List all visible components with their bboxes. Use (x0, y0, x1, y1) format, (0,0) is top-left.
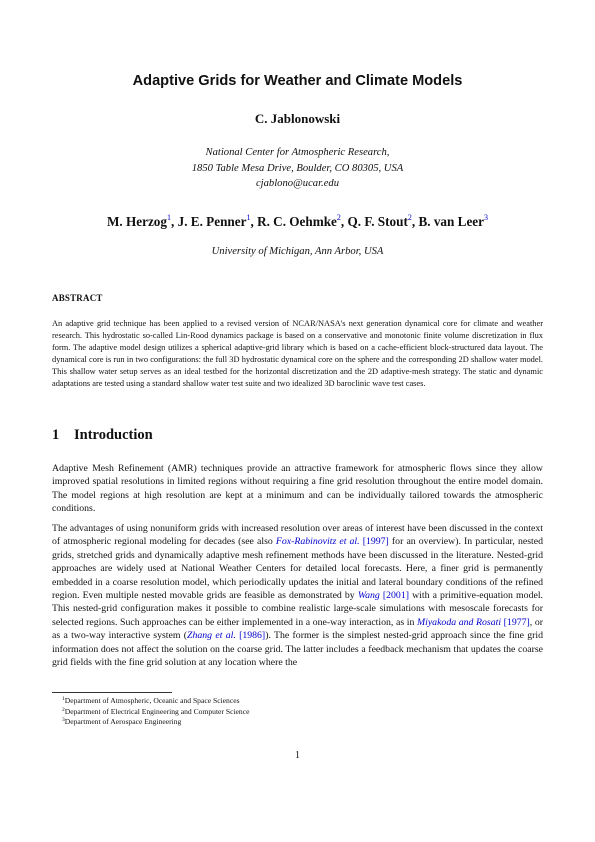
coauthor-affiliation-mark[interactable]: 1 (167, 213, 171, 222)
footnote-mark: 2 (62, 706, 65, 713)
footnote-text: Department of Atmospheric, Oceanic and S… (64, 696, 240, 705)
page-number: 1 (295, 750, 300, 761)
citation-year-link[interactable]: [1997] (362, 536, 389, 548)
first-affiliation: National Center for Atmospheric Research… (0, 145, 595, 192)
section-number: 1 (52, 427, 60, 443)
section-heading: 1 Introduction (52, 427, 153, 444)
coauthor-name: R. C. Oehmke (257, 214, 337, 229)
first-author: C. Jablonowski (254, 111, 341, 126)
citation-year-link[interactable]: [1986] (239, 630, 266, 642)
citation-link[interactable]: Wang (357, 590, 380, 602)
intro-paragraph-2: The advantages of using nonuniform grids… (52, 522, 543, 669)
citation-link[interactable]: Fox-Rabinovitz et al. (275, 536, 360, 548)
abstract-heading: ABSTRACT (52, 293, 103, 303)
section-title: Introduction (74, 427, 153, 443)
coauthor-name: Q. F. Stout (347, 214, 408, 229)
coauthor-name: M. Herzog (106, 214, 167, 229)
footnote-text: Department of Aerospace Engineering (64, 717, 182, 727)
footnote-mark: 3 (62, 717, 65, 724)
footnote-divider (52, 692, 172, 693)
coauthor-separator: , (171, 214, 178, 229)
citation-link[interactable]: Miyakoda and Rosati (416, 616, 502, 628)
paper-title: Adaptive Grids for Weather and Climate M… (132, 73, 463, 89)
coauthor-name: J. E. Penner (177, 214, 247, 229)
footnote: 3Department of Aerospace Engineering (62, 717, 249, 728)
paragraph-text: , or as a two-way interactive system ( (52, 616, 544, 642)
affiliation-line-1: National Center for Atmospheric Research… (205, 147, 390, 158)
paragraph-text: for an overview). In particular, nested … (52, 536, 544, 602)
coauthor-separator: , (340, 214, 348, 229)
coauthor-separator: , (411, 214, 419, 229)
footnote: 1Department of Atmospheric, Oceanic and … (62, 696, 249, 707)
affiliation-line-2: 1850 Table Mesa Drive, Boulder, CO 80305… (191, 162, 404, 174)
footnote-mark: 1 (62, 696, 65, 702)
paragraph-text: The advantages of using nonuniform grids… (52, 523, 543, 548)
paragraph-text: ). The former is the simplest nested-gri… (52, 630, 543, 669)
footnote-text: Department of Electrical Engineering and… (64, 706, 250, 716)
paragraph-text: with a primitive-equation model. This ne… (52, 590, 543, 628)
citation-year-link[interactable]: [1977] (503, 616, 530, 628)
coauthor-list: M. Herzog1, J. E. Penner1, R. C. Oehmke2… (0, 214, 595, 230)
citation-link[interactable]: Zhang et al. (187, 630, 236, 642)
coauthor-name: B. van Leer (418, 214, 485, 229)
second-affiliation: University of Michigan, Ann Arbor, USA (211, 246, 384, 257)
abstract-text: An adaptive grid technique has been appl… (52, 319, 543, 388)
intro-paragraph-1: Adaptive Mesh Refinement (AMR) technique… (52, 463, 543, 515)
coauthor-separator: , (250, 214, 258, 229)
citation-year-link[interactable]: [2001] (382, 590, 409, 602)
coauthor-affiliation-mark[interactable]: 2 (407, 213, 412, 222)
footnote: 2Department of Electrical Engineering an… (62, 707, 249, 718)
footnotes: 1Department of Atmospheric, Oceanic and … (62, 696, 249, 728)
author-email: cjablono@ucar.edu (255, 178, 339, 189)
coauthor-affiliation-mark[interactable]: 1 (246, 213, 251, 222)
coauthor-affiliation-mark[interactable]: 2 (336, 213, 341, 222)
coauthor-affiliation-mark[interactable]: 3 (484, 213, 489, 222)
